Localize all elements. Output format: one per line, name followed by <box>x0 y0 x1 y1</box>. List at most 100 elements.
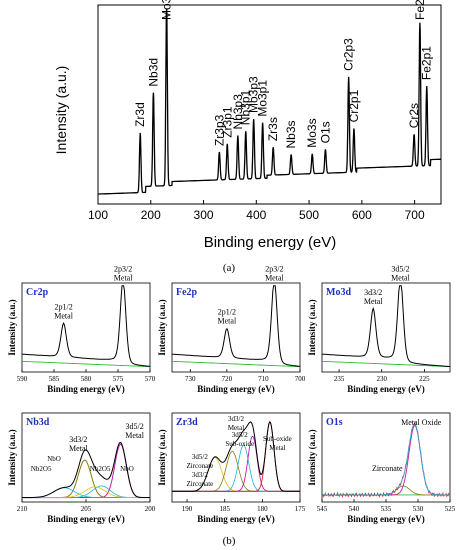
survey-ticks: 100 200 300 400 500 600 700 <box>88 200 425 222</box>
peak-label: Metal <box>269 444 285 452</box>
panel-tick-label: 700 <box>295 375 306 383</box>
survey-peak-label: Fe2p1 <box>420 46 434 80</box>
panel-tick-label: 235 <box>334 375 345 383</box>
peak-label: Sub-oxide <box>225 440 254 448</box>
survey-peak-label: Nb3p3 <box>231 94 245 130</box>
panel-tick-label: 190 <box>182 505 193 513</box>
peak-sub-label: Metal <box>265 274 284 283</box>
survey-peak-label: Mo3p3 <box>247 76 261 113</box>
peak-label: Metal <box>125 431 144 440</box>
survey-tick-label: 100 <box>88 208 108 222</box>
survey-ylabel: Intensity (a.u.) <box>53 66 69 155</box>
peak-label: 3d3/2 <box>228 415 244 423</box>
panel-title: Cr2p <box>26 287 49 298</box>
panel-xlabel: Binding energy (eV) <box>347 514 425 524</box>
fit-envelope <box>322 423 450 496</box>
panel-tick-label: 590 <box>17 375 28 383</box>
background-line <box>171 360 301 368</box>
spectrum-line <box>172 285 300 367</box>
panel-title: Mo3d <box>326 287 351 298</box>
panel-title: Fe2p <box>176 287 198 298</box>
peak-label: 3d3/2 <box>69 435 87 444</box>
panel-tick-label: 540 <box>349 505 360 513</box>
peak-label: 3d3/2 <box>192 471 208 479</box>
panel-ylabel: Intensity (a.u.) <box>157 429 167 485</box>
panel-ylabel: Intensity (a.u.) <box>157 299 167 355</box>
peak-label: 3d5/2 <box>192 453 208 461</box>
panel-tick-label: 535 <box>381 505 392 513</box>
peak-label: 3d5/2 <box>126 422 144 431</box>
panel-title: O1s <box>326 417 343 428</box>
peak-sub-label: Metal <box>364 297 383 306</box>
survey-tick-label: 300 <box>194 208 214 222</box>
survey-peak-label: Nb3p1 <box>239 90 253 126</box>
panel-tick-label: 710 <box>258 375 269 383</box>
panel-tick-label: 210 <box>17 505 28 513</box>
peak-label: 2p1/2 <box>54 302 72 311</box>
panel-label-a: (a) <box>223 262 236 274</box>
panel-xlabel: Binding energy (eV) <box>197 514 275 524</box>
panel-mo3d: Mo3d Intensity (a.u.) Binding energy (eV)2… <box>307 265 451 394</box>
peak-label: Zirconate <box>186 462 213 470</box>
survey-xlabel: Binding energy (eV) <box>204 234 337 251</box>
peak-label: NbO <box>120 465 134 473</box>
panel-label-b: (b) <box>223 535 236 547</box>
peak-label: Metal <box>69 444 88 453</box>
panel-ylabel: Intensity (a.u.) <box>307 429 317 485</box>
fit-nb2o5 <box>22 487 150 498</box>
peak-label: 3d3/2 <box>364 288 382 297</box>
panel-tick-label: 185 <box>219 505 230 513</box>
survey-peak-labels: Zr3dNb3dMo3dZr3p3Zr3p1Nb3p3Nb3p1Mo3p3Mo3… <box>133 0 434 148</box>
panel-tick-label: 180 <box>257 505 268 513</box>
panel-xlabel: Binding energy (eV) <box>197 384 275 394</box>
survey-chart: Intensity (a.u.) 100 200 300 400 500 600 700 Z… <box>53 0 442 274</box>
panel-ylabel: Intensity (a.u.) <box>7 299 17 355</box>
survey-peak-label: Mo3d <box>160 0 174 20</box>
survey-tick-label: 700 <box>405 208 425 222</box>
panel-ylabel: Intensity (a.u.) <box>307 299 317 355</box>
peak-label: Sub-oxide <box>263 435 292 443</box>
raw-data-line <box>321 421 451 499</box>
peak-sub-label: Metal <box>54 311 73 320</box>
survey-peak-label: Zr3s <box>266 117 280 141</box>
peak-label: 2p3/2 <box>265 265 283 274</box>
panel-frame <box>321 282 451 373</box>
panel-xlabel: Binding energy (eV) <box>47 384 125 394</box>
peak-label: Nb2O5 <box>31 465 52 473</box>
panel-title: Nb3d <box>26 417 50 428</box>
background-line <box>21 360 151 368</box>
panel-title: Zr3d <box>176 417 198 428</box>
spectrum-line <box>21 285 151 367</box>
spectrum-line <box>321 285 451 368</box>
panel-tick-label: 205 <box>81 505 92 513</box>
peak-sub-label: Metal <box>391 274 410 283</box>
panel-tick-label: 585 <box>49 375 60 383</box>
panel-xlabel: Binding energy (eV) <box>47 514 125 524</box>
peak-label: Metal <box>228 424 244 432</box>
panel-tick-label: 530 <box>413 505 424 513</box>
peak-sub-label: Metal <box>114 274 133 283</box>
peak-label: NbO <box>47 455 61 463</box>
peak-label: Zirconate <box>186 480 213 488</box>
survey-tick-label: 500 <box>299 208 319 222</box>
survey-peak-label: Zr3p1 <box>220 106 234 138</box>
panel-frame <box>171 412 301 503</box>
panel-o1s: O1s Intensity (a.u.) Binding energy (eV)54… <box>307 412 456 524</box>
panel-tick-label: 575 <box>113 375 124 383</box>
survey-peak-label: Nb3s <box>284 120 298 148</box>
survey-peak-label: Cr2s <box>407 103 421 128</box>
panel-tick-label: 580 <box>81 375 92 383</box>
survey-peak-label: Mo3s <box>305 118 319 147</box>
panel-tick-label: 225 <box>419 375 430 383</box>
survey-peak-label: Nb3d <box>146 58 160 87</box>
panel-tick-label: 175 <box>295 505 306 513</box>
panel-xlabel: Binding energy (eV) <box>347 384 425 394</box>
survey-tick-label: 400 <box>246 208 266 222</box>
peak-label: 3d5/2 <box>391 265 409 274</box>
survey-peak-label: Mo3p1 <box>256 80 270 117</box>
